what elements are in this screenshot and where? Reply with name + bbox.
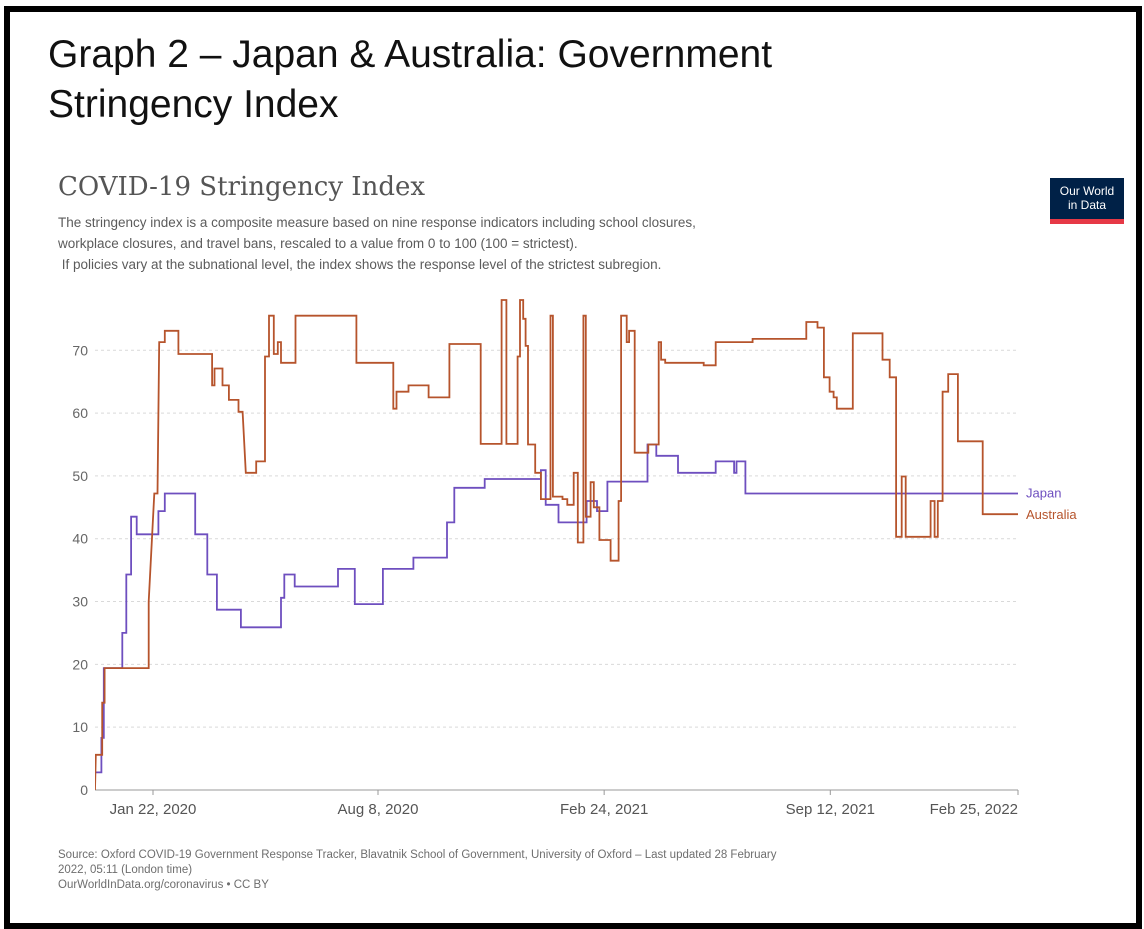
chart-subtitle: The stringency index is a composite meas… bbox=[58, 212, 1018, 275]
slide-title: Graph 2 – Japan & Australia: Government … bbox=[48, 30, 1048, 130]
source-line-1: Source: Oxford COVID-19 Government Respo… bbox=[58, 849, 777, 861]
series-label-australia: Australia bbox=[1026, 507, 1077, 522]
owid-logo[interactable]: Our World in Data bbox=[1050, 178, 1124, 224]
series-label-japan: Japan bbox=[1026, 485, 1061, 500]
y-tick-label: 60 bbox=[72, 405, 88, 421]
x-tick-label: Jan 22, 2020 bbox=[110, 801, 197, 818]
y-tick-label: 10 bbox=[72, 719, 88, 735]
logo-accent-bar bbox=[1050, 219, 1124, 224]
logo-line-2: in Data bbox=[1067, 198, 1107, 212]
source-link[interactable]: OurWorldInData.org/coronavirus • CC BY bbox=[58, 879, 269, 891]
chart-subtitle-line-2: workplace closures, and travel bans, res… bbox=[58, 236, 578, 251]
y-tick-label: 30 bbox=[72, 594, 88, 610]
logo-line-1: Our World bbox=[1059, 184, 1115, 198]
slide-frame bbox=[4, 6, 1142, 929]
chart-subtitle-line-1: The stringency index is a composite meas… bbox=[58, 215, 696, 230]
source-line-2: 2022, 05:11 (London time) bbox=[58, 864, 193, 876]
y-tick-label: 20 bbox=[72, 656, 88, 672]
series-line-japan bbox=[95, 443, 1018, 774]
chart-subtitle-line-3: If policies vary at the subnational leve… bbox=[58, 257, 662, 272]
series-line-australia bbox=[95, 299, 1018, 791]
y-tick-label: 70 bbox=[72, 342, 88, 358]
y-tick-label: 50 bbox=[72, 468, 88, 484]
x-tick-label: Feb 24, 2021 bbox=[560, 801, 648, 818]
slide-title-line-2: Stringency Index bbox=[48, 83, 339, 126]
y-tick-label: 40 bbox=[72, 531, 88, 547]
y-tick-label: 0 bbox=[80, 782, 88, 798]
chart-title: COVID-19 Stringency Index bbox=[58, 172, 426, 202]
x-tick-label: Aug 8, 2020 bbox=[338, 801, 419, 818]
chart-source: Source: Oxford COVID-19 Government Respo… bbox=[58, 848, 1108, 893]
slide-title-line-1: Graph 2 – Japan & Australia: Government bbox=[48, 33, 773, 76]
x-tick-label: Feb 25, 2022 bbox=[930, 801, 1018, 818]
x-tick-label: Sep 12, 2021 bbox=[786, 801, 875, 818]
